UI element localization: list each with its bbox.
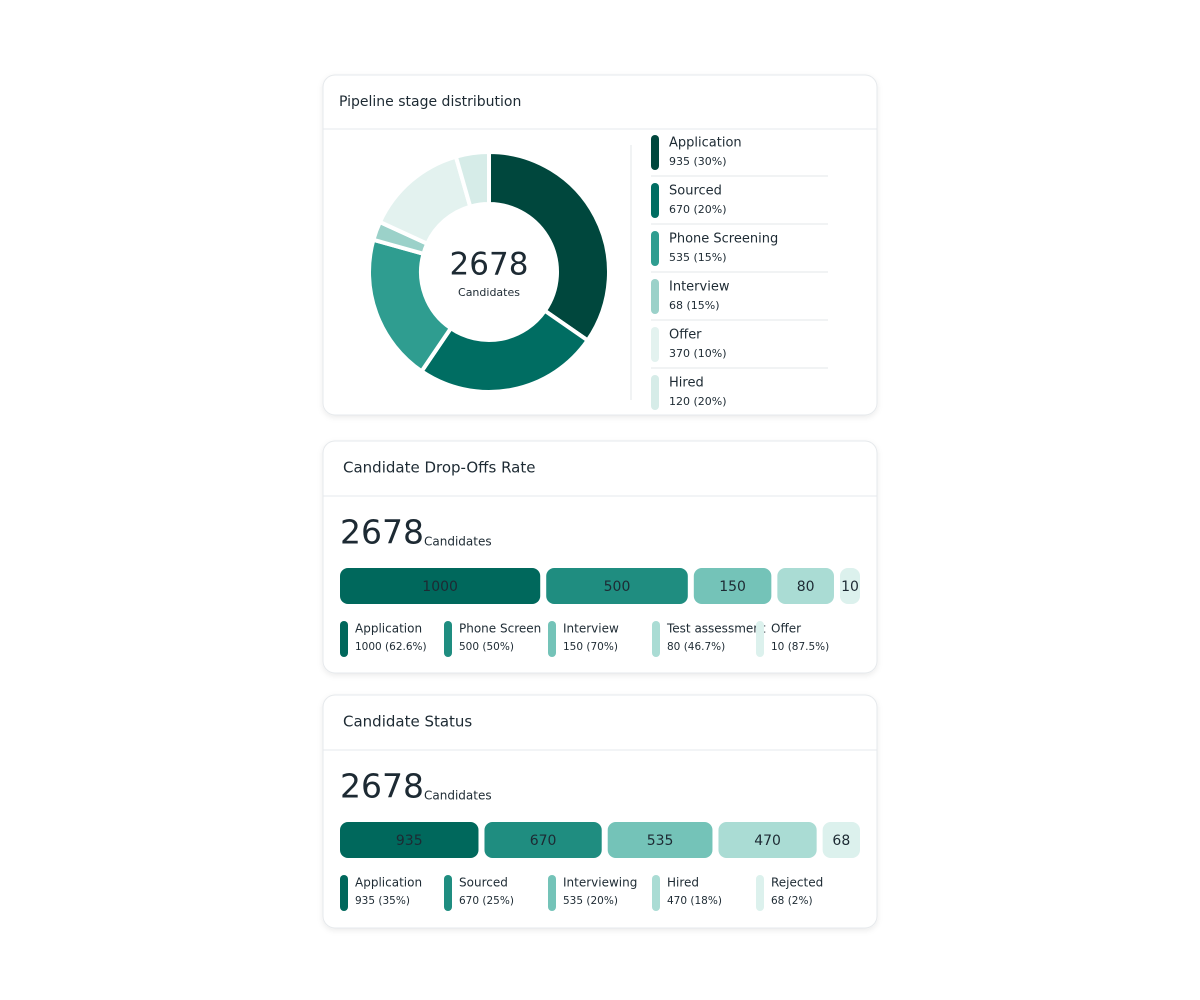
legend-marker [652, 621, 660, 657]
legend-value: 150 (70%) [563, 641, 618, 653]
legend-name: Application [355, 622, 422, 636]
bar-segment [693, 568, 772, 604]
legend-name: Interview [563, 622, 619, 636]
legend-name: Application [355, 876, 422, 890]
legend-value: 935 (35%) [355, 895, 410, 907]
legend-name: Interview [669, 280, 730, 295]
legend-name: Sourced [459, 876, 508, 890]
legend-name: Rejected [771, 876, 823, 890]
bar-segment [340, 822, 479, 858]
bar-segment [777, 568, 834, 604]
card [322, 440, 878, 674]
legend-value: 120 (20%) [669, 395, 727, 408]
bar-segment [607, 822, 713, 858]
bar-segment [718, 822, 817, 858]
donut-segment [453, 149, 491, 210]
legend-name: Test assessment [666, 622, 766, 636]
legend-marker [444, 621, 452, 657]
legend-marker [651, 183, 659, 218]
legend-name: Hired [669, 376, 704, 391]
bar-value: 500 [604, 579, 631, 595]
legend-marker [340, 875, 348, 911]
legend-name: Interviewing [563, 876, 637, 890]
legend-marker [756, 875, 764, 911]
total-value: 2678 [450, 247, 529, 283]
card-title: Candidate Drop-Offs Rate [343, 459, 536, 477]
legend-marker [651, 327, 659, 362]
legend-value: 470 (18%) [667, 895, 722, 907]
legend-name: Application [669, 136, 742, 151]
legend-marker [651, 375, 659, 410]
total-value: 2678 [340, 513, 424, 552]
legend-marker [444, 875, 452, 911]
legend-name: Phone Screen [459, 622, 541, 636]
bar-value: 535 [647, 833, 674, 849]
bar-segment [340, 568, 541, 604]
total-label: Candidates [458, 286, 520, 299]
legend-marker [651, 135, 659, 170]
total-value: 2678 [340, 767, 424, 806]
total-label: Candidates [424, 535, 492, 549]
bar-value: 470 [754, 833, 781, 849]
legend-marker [756, 621, 764, 657]
legend-value: 1000 (62.6%) [355, 641, 427, 653]
card-title: Pipeline stage distribution [339, 94, 521, 110]
legend-marker [651, 279, 659, 314]
bar-value: 80 [797, 579, 815, 595]
bar-segment [822, 822, 860, 858]
legend-value: 500 (50%) [459, 641, 514, 653]
legend-name: Sourced [669, 184, 722, 199]
legend-marker [340, 621, 348, 657]
bar-value: 935 [396, 833, 423, 849]
card [322, 694, 878, 929]
legend-value: 68 (2%) [771, 895, 813, 907]
legend-marker [548, 875, 556, 911]
legend-marker [652, 875, 660, 911]
bar-value: 10 [841, 579, 859, 595]
legend-name: Offer [669, 328, 702, 343]
legend-marker [651, 231, 659, 266]
legend-value: 80 (46.7%) [667, 641, 725, 653]
bar-segment [839, 568, 860, 604]
legend-value: 68 (15%) [669, 299, 720, 312]
card-title: Candidate Status [343, 713, 472, 731]
bar-segment [546, 568, 688, 604]
legend-marker [548, 621, 556, 657]
legend-value: 935 (30%) [669, 155, 727, 168]
bar-segment [484, 822, 602, 858]
legend-value: 535 (20%) [563, 895, 618, 907]
bar-value: 68 [832, 833, 850, 849]
legend-name: Phone Screening [669, 232, 778, 247]
donut-segment [487, 149, 611, 344]
bar-value: 1000 [422, 579, 458, 595]
legend-value: 670 (25%) [459, 895, 514, 907]
donut-segment [418, 307, 591, 394]
legend-value: 10 (87.5%) [771, 641, 829, 653]
legend-value: 535 (15%) [669, 251, 727, 264]
total-label: Candidates [424, 789, 492, 803]
bar-value: 150 [719, 579, 746, 595]
legend-value: 670 (20%) [669, 203, 727, 216]
legend-name: Offer [771, 622, 801, 636]
legend-name: Hired [667, 876, 699, 890]
bar-value: 670 [530, 833, 557, 849]
legend-value: 370 (10%) [669, 347, 727, 360]
